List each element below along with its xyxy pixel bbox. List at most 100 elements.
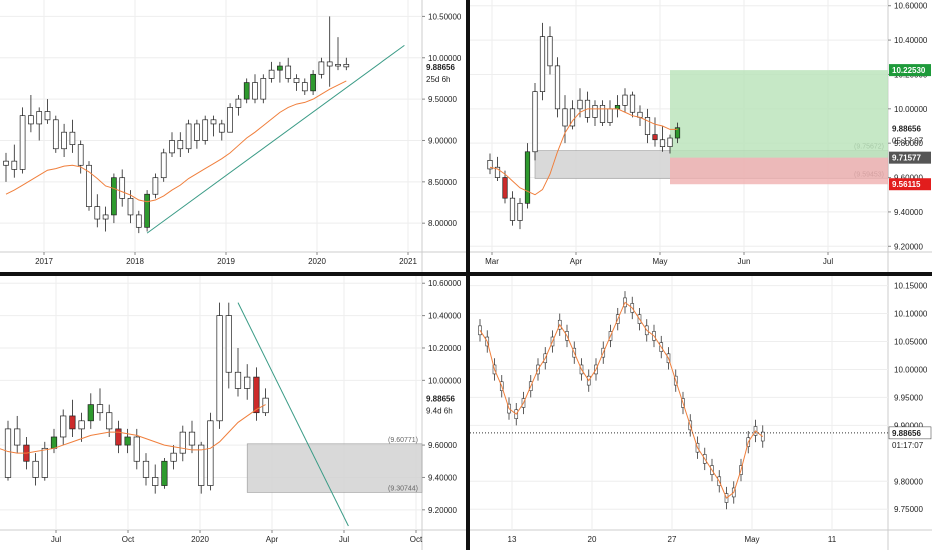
chart-daily-svg[interactable]: 10.6000010.4000010.2000010.000009.800009… [470, 0, 932, 272]
x-tick-label: Jun [738, 257, 751, 266]
countdown-label: 01:17:07 [892, 441, 924, 450]
chart-weekly-zoom-svg[interactable]: 10.60000 10.40000 10.20000 10.00000 9.60000 9… [0, 276, 466, 550]
horizontal-divider[interactable] [0, 272, 932, 276]
candle-body [253, 376, 260, 414]
candle-body [494, 166, 501, 178]
candle-body [326, 61, 333, 67]
candle-body [509, 197, 516, 221]
candle-body [285, 65, 292, 79]
price-label-bg [888, 426, 932, 440]
candle-body [554, 65, 561, 110]
candle-body [14, 428, 21, 446]
y-tick-label: 10.10000 [894, 310, 928, 319]
countdown-label: 05:17:07 [892, 136, 924, 145]
x-tick-label: Oct [122, 535, 135, 544]
zone-lower-label: (9.30744) [388, 485, 418, 492]
candle-body [44, 111, 51, 121]
moving-average-line [5, 80, 347, 203]
candle-body [234, 371, 242, 389]
x-tick-label: 27 [668, 535, 677, 544]
price-label-bg [889, 122, 931, 135]
entry-price-label: 9.71577 [892, 154, 921, 163]
candle-body [629, 94, 636, 113]
price-axis [422, 276, 466, 550]
chart-weekly-zoom[interactable]: 10.60000 10.40000 10.20000 10.00000 9.60000 9… [0, 276, 466, 550]
y-tick-label: 9.80000 [894, 477, 923, 486]
candle-body [592, 105, 598, 118]
candle-body [644, 117, 651, 135]
y-tick-label: 9.75000 [894, 505, 923, 514]
x-tick-label: 20 [588, 535, 597, 544]
y-tick-label: 9.60000 [428, 441, 457, 450]
candle-body [252, 82, 258, 100]
candle-body [301, 82, 308, 92]
candle-body [77, 144, 84, 166]
stop-price-label: 9.56115 [892, 180, 921, 189]
candle-body [41, 447, 48, 478]
candle-body [318, 61, 325, 75]
candle-body [502, 177, 508, 199]
y-tick-label: 10.40000 [894, 36, 928, 45]
candle-body [115, 428, 122, 446]
candle-body [94, 206, 101, 220]
x-tick-label: 2018 [126, 257, 144, 266]
candle-body [102, 214, 109, 220]
stop-price-label-bg [889, 178, 931, 191]
candle-body [652, 134, 658, 141]
candle-body [569, 108, 576, 127]
x-tick-label: Apr [266, 535, 279, 544]
y-tick-label: 8.50000 [428, 178, 457, 187]
y-tick-label: 8.00000 [428, 219, 457, 228]
candle-body [32, 460, 39, 478]
x-tick-label: 13 [508, 535, 517, 544]
moving-average-line [0, 404, 266, 454]
candle-body [127, 198, 134, 216]
candle-body [11, 160, 18, 170]
candle-body [244, 376, 251, 389]
chart-weekly[interactable]: 10.50000 10.00000 9.50000 9.00000 8.50000 8.0… [0, 0, 466, 272]
candle-body [216, 315, 223, 422]
price-axis [888, 0, 932, 272]
candle-body [161, 460, 168, 486]
candle-body [343, 64, 350, 68]
price-label-text: 9.88656 [426, 63, 455, 72]
price-label-text: 9.88656 [892, 429, 921, 438]
y-tick-label: 10.60000 [894, 2, 928, 11]
chart-daily[interactable]: 10.6000010.4000010.2000010.000009.800009… [470, 0, 932, 272]
chart-weekly-svg[interactable]: 10.50000 10.00000 9.50000 9.00000 8.50000 8.0… [0, 0, 466, 272]
candle-body [28, 115, 34, 125]
candle-body [614, 105, 621, 110]
candle-body [133, 436, 140, 462]
y-tick-label: 10.05000 [894, 338, 928, 347]
y-tick-label: 10.20000 [428, 344, 462, 353]
candle-body [4, 428, 12, 478]
candle-body [19, 115, 26, 170]
x-tick-label: Jul [51, 535, 61, 544]
candle-body [225, 315, 232, 373]
candle-body [524, 151, 531, 204]
candle-body [268, 69, 275, 79]
candle-body [87, 404, 94, 422]
y-tick-label: 10.00000 [428, 54, 462, 63]
candle-body [227, 107, 233, 133]
target-zone [670, 70, 888, 158]
x-tick-label: Jul [339, 535, 349, 544]
candle-body [185, 123, 192, 150]
candle-body [78, 420, 85, 430]
y-tick-label: 9.20000 [894, 242, 923, 251]
x-tick-label: 11 [828, 535, 837, 544]
candle-body [667, 137, 673, 147]
candle-body [152, 477, 159, 486]
candle-body [61, 131, 67, 150]
candle-body [198, 444, 205, 486]
y-tick-label: 10.40000 [428, 312, 462, 321]
y-tick-label: 10.00000 [894, 105, 928, 114]
candle-body [235, 98, 242, 108]
candle-body [179, 431, 186, 454]
trendline [146, 44, 405, 234]
chart-h4[interactable]: 10.15000 10.10000 10.05000 10.00000 9.95000 9… [470, 276, 932, 550]
price-label-text: 9.88656 [426, 395, 455, 404]
chart-h4-svg[interactable]: 10.15000 10.10000 10.05000 10.00000 9.95000 9… [470, 276, 932, 550]
target-price-label-bg [889, 64, 931, 77]
